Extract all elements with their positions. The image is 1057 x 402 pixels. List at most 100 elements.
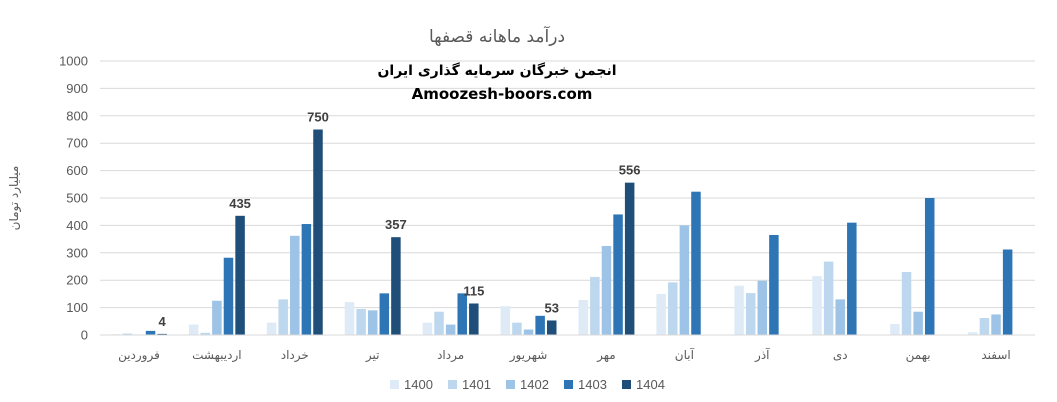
- bar: [979, 318, 990, 335]
- bar: [1002, 249, 1013, 335]
- bar: [668, 282, 678, 335]
- y-tick-label: 100: [66, 300, 88, 315]
- bar: [901, 271, 912, 335]
- bar: [469, 303, 479, 335]
- bar: [913, 311, 923, 335]
- x-category-label: اردیبهشت: [192, 348, 241, 363]
- bar: [745, 293, 756, 335]
- chart-title: درآمد ماهانه قصفها: [429, 25, 565, 47]
- data-label: 115: [463, 283, 484, 298]
- bar: [590, 276, 600, 335]
- bar: [769, 234, 779, 335]
- data-label: 556: [619, 163, 641, 178]
- data-label: 53: [545, 300, 559, 315]
- y-tick-label: 700: [66, 136, 88, 151]
- x-category-label: اسفند: [981, 348, 1010, 362]
- bar: [757, 280, 768, 335]
- legend-label: 1404: [636, 377, 665, 392]
- bar: [835, 299, 845, 335]
- x-category-label: شهریور: [509, 348, 548, 363]
- bar: [313, 129, 323, 335]
- bar: [601, 245, 612, 335]
- bar: [679, 225, 690, 335]
- bar: [500, 306, 511, 335]
- legend-label: 1403: [578, 377, 607, 392]
- bar: [379, 293, 390, 335]
- bar: [188, 324, 199, 335]
- data-label: 750: [307, 110, 329, 125]
- chart-subtitle-org: انجمن خبرگان سرمایه گذاری ایران: [377, 62, 616, 79]
- bar: [290, 235, 300, 335]
- bar: [656, 293, 666, 335]
- data-label: 4: [159, 314, 167, 329]
- bar: [367, 310, 378, 335]
- x-category-label: دی: [833, 348, 848, 362]
- bar: [812, 276, 822, 335]
- bar: [890, 324, 900, 335]
- legend: 1400 1401 1402 1403 1404: [390, 377, 665, 392]
- bar: [212, 300, 222, 335]
- legend-swatch: [564, 380, 573, 389]
- bar: [847, 222, 857, 335]
- bar: [344, 302, 355, 335]
- bar: [391, 237, 401, 335]
- y-tick-label: 500: [66, 191, 88, 206]
- y-tick-label: 400: [66, 218, 88, 233]
- bar: [122, 333, 133, 335]
- bar: [145, 330, 156, 335]
- bar: [457, 293, 467, 335]
- y-tick-label: 600: [66, 163, 88, 178]
- bar: [266, 322, 277, 335]
- y-tick-label: 200: [66, 273, 88, 288]
- bar: [578, 299, 589, 335]
- bar: [356, 308, 366, 335]
- bar: [235, 215, 245, 335]
- x-axis-categories: فروردین اردیبهشت خرداد تیر مرداد شهریور مهر آبا…: [118, 347, 1011, 363]
- y-tick-label: 1000: [59, 54, 88, 69]
- x-category-label: مهر: [596, 348, 616, 363]
- y-tick-label: 0: [81, 328, 88, 343]
- x-category-label: بهمن: [906, 348, 931, 363]
- bar: [924, 198, 935, 335]
- x-category-label: مرداد: [437, 348, 464, 363]
- legend-label: 1400: [404, 377, 433, 392]
- bar: [991, 314, 1001, 335]
- bar: [301, 224, 312, 335]
- bar: [624, 182, 635, 335]
- legend-swatch: [622, 380, 631, 389]
- y-tick-label: 300: [66, 245, 88, 260]
- bar: [691, 191, 701, 335]
- legend-swatch: [390, 380, 399, 389]
- bar: [523, 329, 534, 335]
- bar: [734, 285, 744, 335]
- bar: [157, 333, 167, 335]
- x-category-label: آبان: [675, 347, 695, 362]
- legend-label: 1402: [520, 377, 549, 392]
- y-axis-label: میلیارد تومان: [7, 166, 22, 231]
- bar: [278, 299, 288, 335]
- bar: [823, 261, 834, 335]
- y-axis-ticks: 0 100 200 300 400 500 600 700 800 900 1000: [59, 54, 88, 343]
- bar: [445, 324, 456, 335]
- bar: [434, 311, 444, 335]
- bars-group: [111, 129, 1013, 335]
- x-category-label: تیر: [365, 348, 380, 363]
- legend-swatch: [506, 380, 515, 389]
- bar: [200, 332, 211, 335]
- bar: [968, 332, 978, 335]
- bar: [535, 315, 545, 335]
- legend-swatch: [448, 380, 457, 389]
- gridlines: [100, 60, 1035, 309]
- data-label: 435: [229, 196, 251, 211]
- bar: [223, 257, 234, 335]
- x-category-label: آذر: [754, 347, 770, 363]
- x-category-label: فروردین: [118, 348, 160, 363]
- legend-label: 1401: [462, 377, 491, 392]
- data-label: 357: [385, 217, 407, 232]
- chart-subtitle-site: Amoozesh-boors.com: [412, 85, 593, 103]
- x-category-label: خرداد: [281, 348, 309, 363]
- bar: [512, 322, 522, 335]
- data-labels-group: 4 435 750 357 115 53 556: [159, 110, 641, 329]
- bar: [422, 322, 433, 335]
